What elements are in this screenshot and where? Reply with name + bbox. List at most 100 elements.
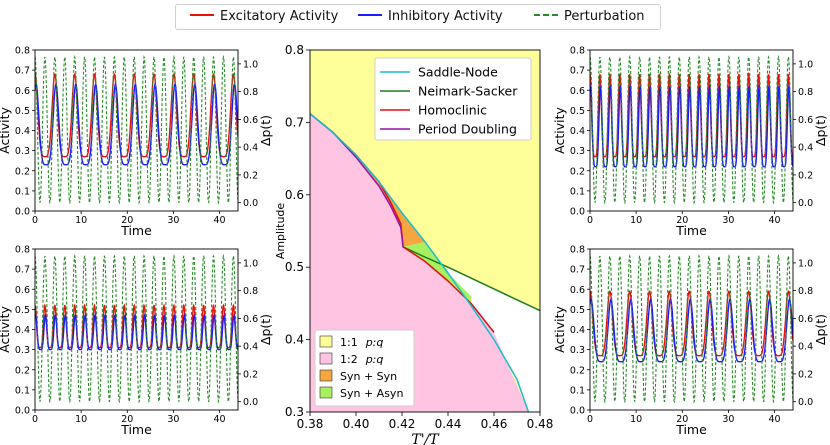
region-legend-swatch [319, 352, 333, 365]
y2-tick-label: 0.0 [798, 397, 813, 408]
region-legend-swatch [319, 369, 333, 382]
y2-tick-label: 0.0 [243, 397, 258, 408]
y2-tick-label: 0.4 [243, 342, 258, 353]
y2-tick-label: 0.2 [243, 170, 258, 181]
x-axis-label: T'/T [411, 432, 440, 445]
x-tick-label: 30 [167, 414, 179, 425]
x-tick-label: 30 [722, 215, 734, 226]
series-perturbation [590, 54, 793, 205]
series-inhibitory-activity [590, 298, 793, 363]
y-tick-label: 0.8 [15, 245, 30, 256]
series-group [590, 54, 793, 205]
x-axis-label: Time [120, 223, 152, 238]
y2-tick-label: 0.6 [798, 115, 813, 126]
y-tick-label: 0.5 [570, 106, 585, 117]
curve-legend-label: Neimark-Sacker [418, 84, 518, 99]
region-legend-label: Syn + Asyn [340, 387, 403, 400]
x-tick-label: 0 [587, 215, 593, 226]
x-tick-label: 20 [121, 215, 133, 226]
region-legend-box [314, 329, 415, 407]
x-tick-label: 40 [768, 215, 780, 226]
y2-tick-label: 0.4 [243, 143, 258, 154]
y-tick-label: 0.7 [15, 66, 30, 77]
plot-frame [309, 49, 541, 413]
y-tick-label: 0.0 [15, 406, 30, 417]
panel-bottom-left: 0.0 0.1 0.2 0.3 0.4 0.5 0.6 0.7 0.8 0.0 0.2 0.4 0.6 0… [0, 245, 273, 438]
y2-axis-label: Δp(t) [258, 314, 273, 345]
y2-tick-label: 0.0 [798, 198, 813, 209]
figure-legend: Excitatory Activity Inhibitory Activity … [175, 4, 661, 30]
y2-tick-label: 0.8 [798, 87, 813, 98]
y-tick-label: 0.3 [15, 345, 30, 356]
y-tick-label: 0.3 [15, 146, 30, 157]
y-tick-label: 0.0 [570, 406, 585, 417]
y-tick-label: 0.4 [15, 325, 30, 336]
x-tick-label: 0.48 [527, 417, 554, 431]
legend-label-excitatory: Excitatory Activity [220, 9, 339, 24]
y-tick-label: 0.5 [570, 305, 585, 316]
y-tick-label: 0.6 [570, 86, 585, 97]
y2-tick-label: 0.4 [798, 342, 813, 353]
bifurcation-panel: 0.38 0.40 0.42 0.44 0.46 0.48 0.3 0.4 0.5 0.6 0.7 0… [274, 43, 553, 445]
y2-tick-label: 0.6 [243, 115, 258, 126]
y-tick-label: 0.7 [570, 265, 585, 276]
y-tick-label: 0.5 [285, 260, 304, 274]
y-tick-label: 0.0 [570, 207, 585, 218]
y2-tick-label: 0.4 [798, 143, 813, 154]
y2-tick-label: 0.8 [798, 286, 813, 297]
x-tick-label: 40 [768, 414, 780, 425]
y-tick-label: 0.2 [570, 166, 585, 177]
x-tick-label: 40 [213, 414, 225, 425]
region-legend: 1:1 p:q 1:2 p:q Syn + Syn Syn + Asyn [314, 329, 415, 407]
series-inhibitory-activity [590, 83, 793, 168]
y2-tick-label: 1.0 [798, 59, 813, 70]
x-tick-label: 30 [167, 215, 179, 226]
curve-legend: Saddle-Node Neimark-Sacker Homoclinic Perio… [374, 57, 532, 141]
panel-top-left: 0.0 0.1 0.2 0.3 0.4 0.5 0.6 0.7 0.8 0.0 0.2 0.4 0.6 0… [0, 46, 273, 239]
x-tick-label: 0 [32, 414, 38, 425]
x-tick-label: 0.42 [389, 417, 416, 431]
y-tick-label: 0.0 [15, 207, 30, 218]
series-group [35, 54, 238, 205]
region-legend-label: 1:2 p:q [340, 353, 383, 366]
y-tick-label: 0.8 [570, 46, 585, 57]
y-tick-label: 0.8 [15, 46, 30, 57]
x-tick-label: 20 [121, 414, 133, 425]
curve-saddle-node [310, 113, 530, 412]
x-tick-label: 10 [630, 215, 642, 226]
y-tick-label: 0.7 [285, 115, 304, 129]
y-tick-label: 0.5 [15, 106, 30, 117]
y-tick-label: 0.2 [15, 365, 30, 376]
y2-axis-label: Δp(t) [258, 115, 273, 146]
y-tick-label: 0.4 [570, 325, 585, 336]
y-tick-label: 0.3 [285, 405, 304, 419]
series-perturbation [35, 54, 238, 205]
panel-bottom-right: 0.0 0.1 0.2 0.3 0.4 0.5 0.6 0.7 0.8 0.0 0.2 0.4 0.6 0… [552, 245, 828, 438]
x-tick-label: 0 [587, 414, 593, 425]
y2-tick-label: 0.0 [243, 198, 258, 209]
y2-tick-label: 0.2 [798, 170, 813, 181]
x-tick-label: 0.46 [481, 417, 508, 431]
x-tick-label: 20 [676, 215, 688, 226]
curve-legend-label: Period Doubling [418, 122, 517, 137]
x-tick-label: 0.44 [435, 417, 462, 431]
y-axis-label: Activity [0, 107, 12, 154]
y2-tick-label: 1.0 [243, 258, 258, 269]
region-legend-swatch [319, 335, 333, 348]
legend-line-perturbation [534, 14, 558, 16]
y-tick-label: 0.8 [570, 245, 585, 256]
x-tick-label: 10 [630, 414, 642, 425]
curve-legend-label: Saddle-Node [418, 65, 498, 80]
y-tick-label: 0.1 [15, 385, 30, 396]
y-tick-label: 0.6 [285, 188, 304, 202]
y-tick-label: 0.5 [15, 305, 30, 316]
legend-label-inhibitory: Inhibitory Activity [388, 9, 503, 24]
y-tick-label: 0.6 [570, 285, 585, 296]
y-axis-label: Activity [552, 107, 567, 154]
curve-neimark-sacker [402, 246, 540, 312]
x-tick-label: 10 [75, 414, 87, 425]
series-inhibitory-activity [35, 82, 238, 166]
y-tick-label: 0.2 [15, 166, 30, 177]
x-axis-label: Time [675, 223, 707, 238]
y2-tick-label: 0.2 [798, 369, 813, 380]
